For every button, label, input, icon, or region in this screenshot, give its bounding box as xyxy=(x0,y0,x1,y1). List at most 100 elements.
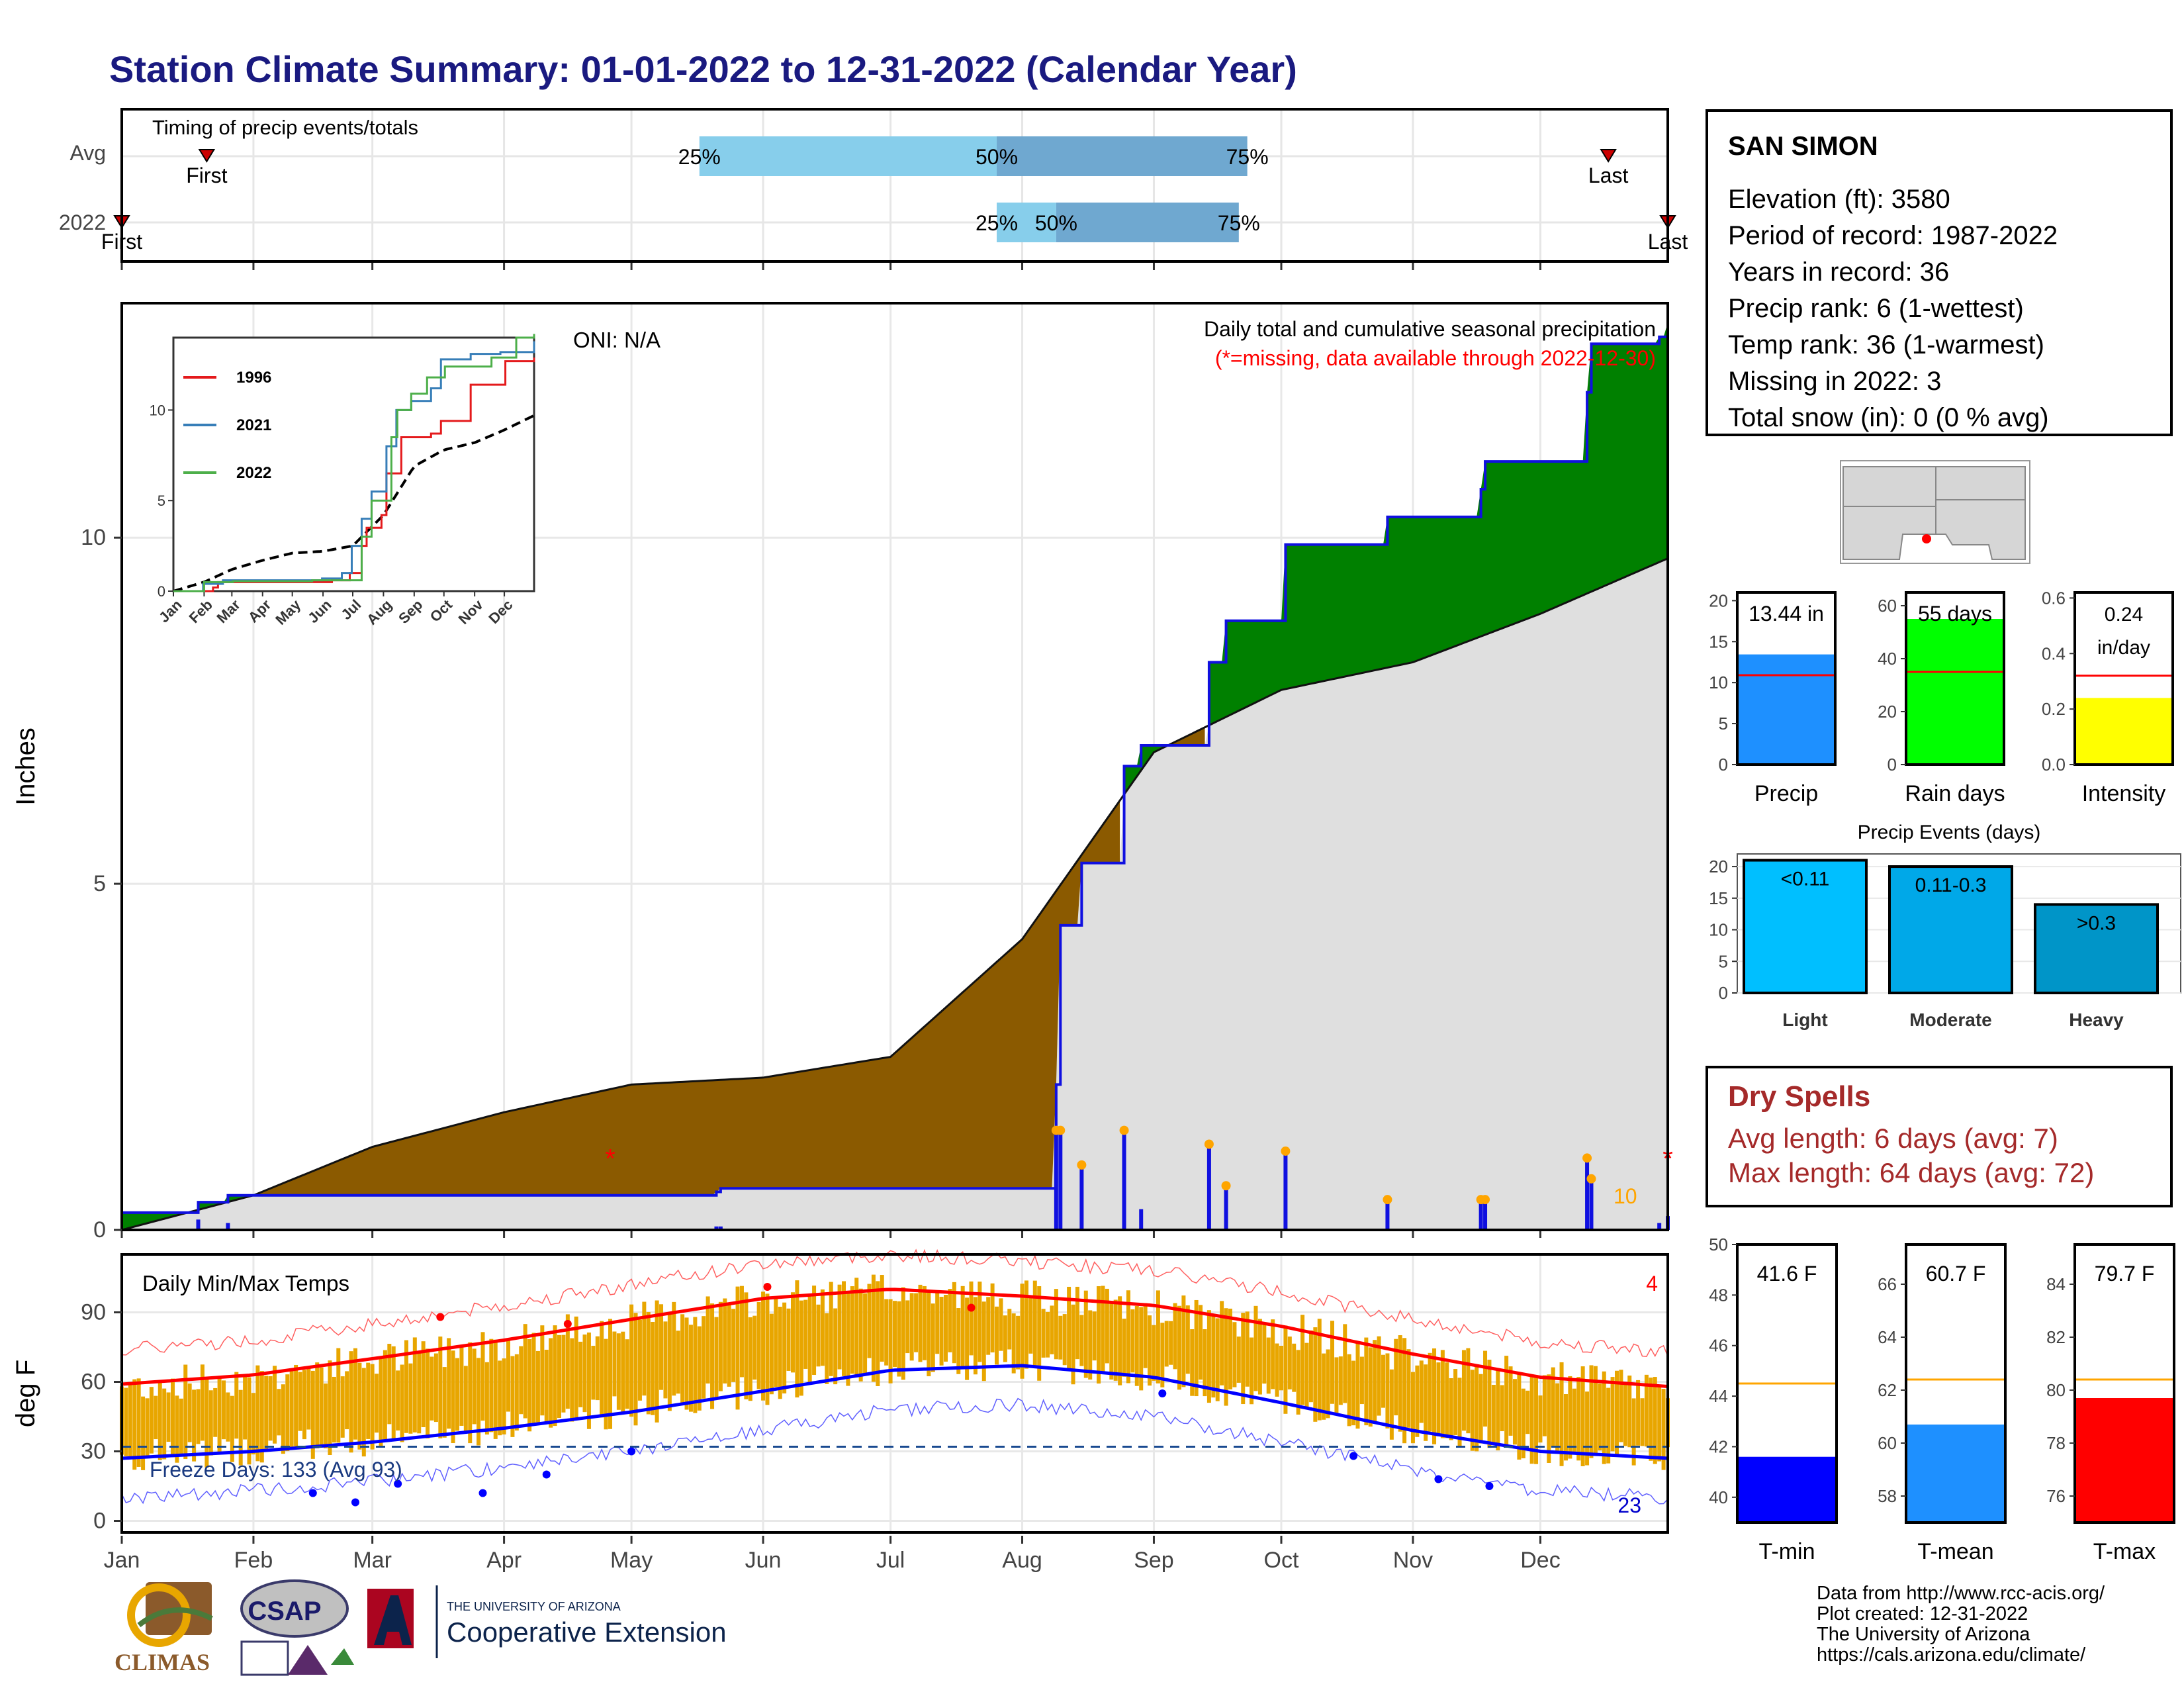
p50-label: 50% xyxy=(1035,211,1077,235)
record-low-marker xyxy=(308,1489,317,1497)
summary-label: Intensity xyxy=(2082,781,2166,806)
y-tick-label: 0.4 xyxy=(2042,643,2066,663)
y-tick-label: 5 xyxy=(1719,951,1728,971)
daily-temp-bar xyxy=(1206,1310,1211,1403)
timing-row-2022: 2022 xyxy=(59,211,106,234)
daily-temp-bar xyxy=(514,1354,519,1431)
y-tick-label: 64 xyxy=(1878,1327,1897,1347)
daily-temp-bar xyxy=(222,1380,226,1440)
temp-summary-value: 79.7 F xyxy=(2095,1262,2155,1286)
daily-temp-bar xyxy=(1555,1383,1560,1452)
inset-x-tick-label: Jul xyxy=(338,596,364,623)
daily-temp-bar xyxy=(1398,1335,1402,1432)
daily-temp-bar xyxy=(909,1293,914,1361)
daily-temp-bar xyxy=(1649,1378,1653,1461)
daily-temp-bar xyxy=(1003,1315,1007,1362)
daily-temp-bar xyxy=(952,1282,956,1364)
inset-x-tick-label: Jun xyxy=(304,596,334,626)
daily-temp-bar xyxy=(604,1338,608,1430)
daily-temp-bar xyxy=(226,1392,230,1442)
event-marker xyxy=(1600,149,1617,163)
daily-temp-bar xyxy=(1402,1338,1407,1444)
y-tick-label: 30 xyxy=(81,1439,106,1464)
p25-label: 25% xyxy=(678,145,721,169)
daily-temp-bar xyxy=(718,1301,723,1391)
locator-map xyxy=(1840,460,2030,564)
temp-title: Daily Min/Max Temps xyxy=(142,1271,349,1295)
record-high-marker xyxy=(763,1283,772,1291)
daily-temp-bar xyxy=(1487,1360,1492,1448)
daily-temp-bar xyxy=(1445,1362,1449,1438)
daily-temp-bar xyxy=(1631,1398,1636,1466)
daily-temp-bar xyxy=(1250,1337,1254,1405)
y-tick-label: 84 xyxy=(2046,1274,2066,1294)
y-tick-label: 0 xyxy=(1719,983,1728,1003)
heavy-event-marker xyxy=(1056,1125,1066,1135)
daily-temp-bar xyxy=(1232,1322,1237,1387)
temp-count-top: 4 xyxy=(1646,1272,1658,1295)
month-tick-label: Jan xyxy=(104,1548,140,1573)
daily-temp-bar xyxy=(927,1292,931,1377)
daily-temp-bar xyxy=(1130,1309,1135,1373)
temp-count-bottom: 23 xyxy=(1617,1493,1641,1517)
daily-temp-bar xyxy=(1287,1336,1292,1389)
daily-temp-bar xyxy=(361,1368,366,1457)
daily-temp-bar xyxy=(455,1358,459,1431)
daily-temp-bar xyxy=(871,1274,876,1382)
daily-temp-bar xyxy=(1529,1376,1534,1464)
daily-temp-bar xyxy=(973,1297,978,1375)
month-tick-label: Jul xyxy=(876,1548,905,1573)
daily-temp-bar xyxy=(1491,1384,1496,1444)
inset-y-tick-label: 0 xyxy=(158,583,165,600)
daily-temp-bar xyxy=(1322,1353,1326,1420)
daily-temp-bar xyxy=(387,1344,392,1425)
daily-temp-bar xyxy=(1203,1329,1207,1397)
daily-temp-bar xyxy=(243,1376,248,1440)
daily-temp-bar xyxy=(1424,1364,1428,1441)
daily-temp-bar xyxy=(166,1392,171,1442)
daily-temp-bar xyxy=(901,1287,905,1380)
daily-temp-bar xyxy=(1598,1383,1602,1451)
daily-temp-bar xyxy=(1109,1303,1114,1380)
daily-temp-bar xyxy=(833,1308,838,1385)
event-bar-1 xyxy=(1888,865,2013,994)
daily-temp-bar xyxy=(1449,1378,1453,1440)
daily-temp-bar xyxy=(196,1389,201,1444)
precip-count-label: 10 xyxy=(1614,1184,1637,1208)
daily-temp-bar xyxy=(298,1372,302,1431)
daily-temp-bar xyxy=(714,1317,719,1398)
daily-temp-bar xyxy=(880,1275,884,1362)
daily-precip-bar xyxy=(1139,1209,1144,1230)
daily-temp-bar xyxy=(995,1306,999,1365)
daily-temp-bar xyxy=(1614,1370,1619,1457)
average-max-line xyxy=(121,1288,1668,1388)
daily-temp-bar xyxy=(463,1366,468,1431)
y-tick-label: 80 xyxy=(2046,1380,2066,1400)
daily-temp-bar xyxy=(544,1350,549,1423)
daily-temp-bar xyxy=(1500,1385,1504,1432)
daily-temp-bar xyxy=(162,1388,167,1460)
daily-temp-bar xyxy=(136,1378,141,1467)
daily-temp-bar xyxy=(960,1286,965,1367)
summary-value: 13.44 in xyxy=(1749,602,1824,626)
daily-temp-bar xyxy=(667,1313,672,1411)
daily-temp-bar xyxy=(1389,1369,1394,1440)
daily-temp-bar xyxy=(965,1297,970,1380)
daily-precip-bar xyxy=(1589,1181,1594,1230)
inset-x-tick-label: Mar xyxy=(214,596,244,627)
daily-temp-bar xyxy=(633,1313,638,1426)
station-location-dot xyxy=(1922,534,1931,543)
daily-temp-bar xyxy=(1644,1374,1649,1447)
daily-temp-bar xyxy=(1504,1356,1509,1446)
daily-temp-bar xyxy=(727,1303,731,1387)
daily-temp-bar xyxy=(1236,1336,1241,1383)
daily-temp-bar xyxy=(1016,1315,1021,1370)
dry-spells-title: Dry Spells xyxy=(1728,1080,1871,1113)
daily-temp-bar xyxy=(1623,1383,1627,1446)
daily-temp-bar xyxy=(353,1348,357,1440)
daily-temp-bar xyxy=(1466,1348,1471,1434)
daily-temp-bar xyxy=(1326,1349,1330,1419)
daily-temp-bar xyxy=(1292,1343,1297,1392)
daily-temp-bar xyxy=(557,1335,562,1419)
temp-summary-bar-2 xyxy=(2075,1398,2174,1523)
